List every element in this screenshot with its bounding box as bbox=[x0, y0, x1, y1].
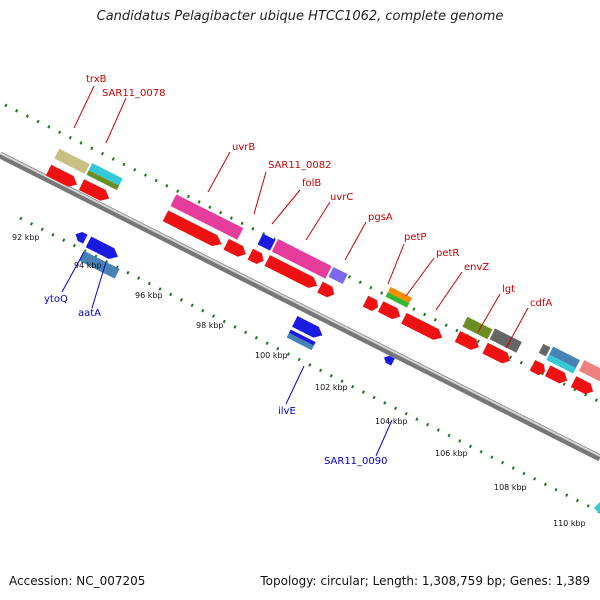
feature-ilve bbox=[288, 329, 316, 346]
tick-label-100: 100 kbp bbox=[255, 351, 288, 360]
arrow-fwd-2 bbox=[78, 179, 110, 201]
feature-pink-end bbox=[578, 360, 600, 385]
arrow-fwd-13 bbox=[529, 359, 545, 376]
lower-tick-guide bbox=[19, 216, 600, 514]
arrow-fwd-ytoq bbox=[85, 236, 118, 259]
feature-sar11-0078-b bbox=[86, 170, 120, 191]
tick-label-108: 108 kbp bbox=[494, 483, 527, 492]
arrow-fwd-15 bbox=[570, 376, 594, 395]
arrow-fwd-3 bbox=[162, 210, 222, 246]
arrow-fwd-5 bbox=[247, 248, 264, 265]
feature-trxb bbox=[54, 148, 90, 174]
feature-cdfa-c bbox=[546, 354, 576, 374]
gene-label-petp: petP bbox=[404, 232, 426, 243]
arrow-fwd-12 bbox=[482, 342, 511, 364]
gene-label-aata: aatA bbox=[78, 308, 101, 319]
gene-label-envz: envZ bbox=[464, 262, 489, 273]
gene-label-sar11-0082: SAR11_0082 bbox=[268, 160, 332, 171]
tick-label-92: 92 kbp bbox=[12, 233, 40, 242]
gene-label-sar11-0090: SAR11_0090 bbox=[324, 456, 388, 467]
arrow-ilve bbox=[292, 316, 323, 338]
genome-summary-text: Topology: circular; Length: 1,308,759 bp… bbox=[260, 574, 590, 588]
reverse-callout-lines bbox=[61, 251, 393, 457]
gene-label-petr: petR bbox=[436, 248, 459, 259]
feature-pgsa bbox=[328, 267, 348, 285]
arrow-fwd-9 bbox=[377, 301, 401, 320]
feature-track bbox=[45, 148, 600, 395]
gene-label-lgt: lgt bbox=[502, 284, 515, 295]
arrow-rev-end bbox=[594, 502, 600, 514]
tick-label-106: 106 kbp bbox=[435, 449, 468, 458]
gene-label-pgsa: pgsA bbox=[368, 212, 393, 223]
arrow-fwd-8 bbox=[362, 295, 378, 311]
map-title: Candidatus Pelagibacter ubique HTCC1062,… bbox=[96, 9, 504, 24]
feature-lgt bbox=[489, 328, 522, 353]
feature-petp bbox=[387, 286, 413, 304]
arrow-fwd-11 bbox=[454, 331, 479, 350]
feature-cdfa bbox=[538, 343, 551, 357]
accession-text: Accession: NC_007205 bbox=[9, 574, 146, 588]
arrow-fwd-10 bbox=[401, 312, 443, 340]
gene-label-cdfa: cdfA bbox=[530, 298, 552, 309]
arrow-rev-2 bbox=[75, 231, 88, 244]
gene-label-uvrb: uvrB bbox=[232, 142, 255, 153]
gene-label-uvrc: uvrC bbox=[330, 192, 353, 203]
tick-label-98: 98 kbp bbox=[196, 321, 224, 330]
gene-label-folb: folB bbox=[302, 178, 321, 189]
gene-label-trxb: trxB bbox=[86, 74, 107, 85]
arrow-fwd-1 bbox=[45, 164, 78, 187]
arrow-fwd-6 bbox=[264, 255, 318, 288]
feature-cdfa-b bbox=[549, 346, 580, 369]
feature-uvrb bbox=[170, 194, 244, 240]
feature-aata bbox=[78, 250, 120, 279]
gene-label-ilve: ilvE bbox=[278, 406, 296, 417]
feature-folb-blue bbox=[257, 233, 276, 251]
tick-label-94: 94 kbp bbox=[74, 261, 102, 270]
arrow-fwd-14 bbox=[544, 365, 568, 384]
arrow-fwd-4 bbox=[223, 238, 246, 257]
feature-sar11-0078 bbox=[88, 163, 123, 186]
tick-label-96: 96 kbp bbox=[135, 291, 163, 300]
genome-backbone-highlight bbox=[0, 152, 600, 457]
genome-backbone bbox=[0, 151, 600, 462]
arrow-sar11-0090 bbox=[384, 355, 395, 366]
feature-ilve-b bbox=[286, 333, 314, 351]
tick-label-110: 110 kbp bbox=[553, 519, 586, 528]
arrow-fwd-7 bbox=[317, 281, 335, 298]
feature-petp-b bbox=[385, 292, 410, 308]
gene-label-sar11-0078: SAR11_0078 bbox=[102, 88, 166, 99]
feature-uvrc bbox=[271, 239, 332, 279]
tick-label-102: 102 kbp bbox=[315, 383, 348, 392]
forward-callout-lines bbox=[73, 85, 529, 349]
gene-label-ytoq: ytoQ bbox=[44, 294, 68, 305]
feature-envz bbox=[462, 316, 493, 340]
